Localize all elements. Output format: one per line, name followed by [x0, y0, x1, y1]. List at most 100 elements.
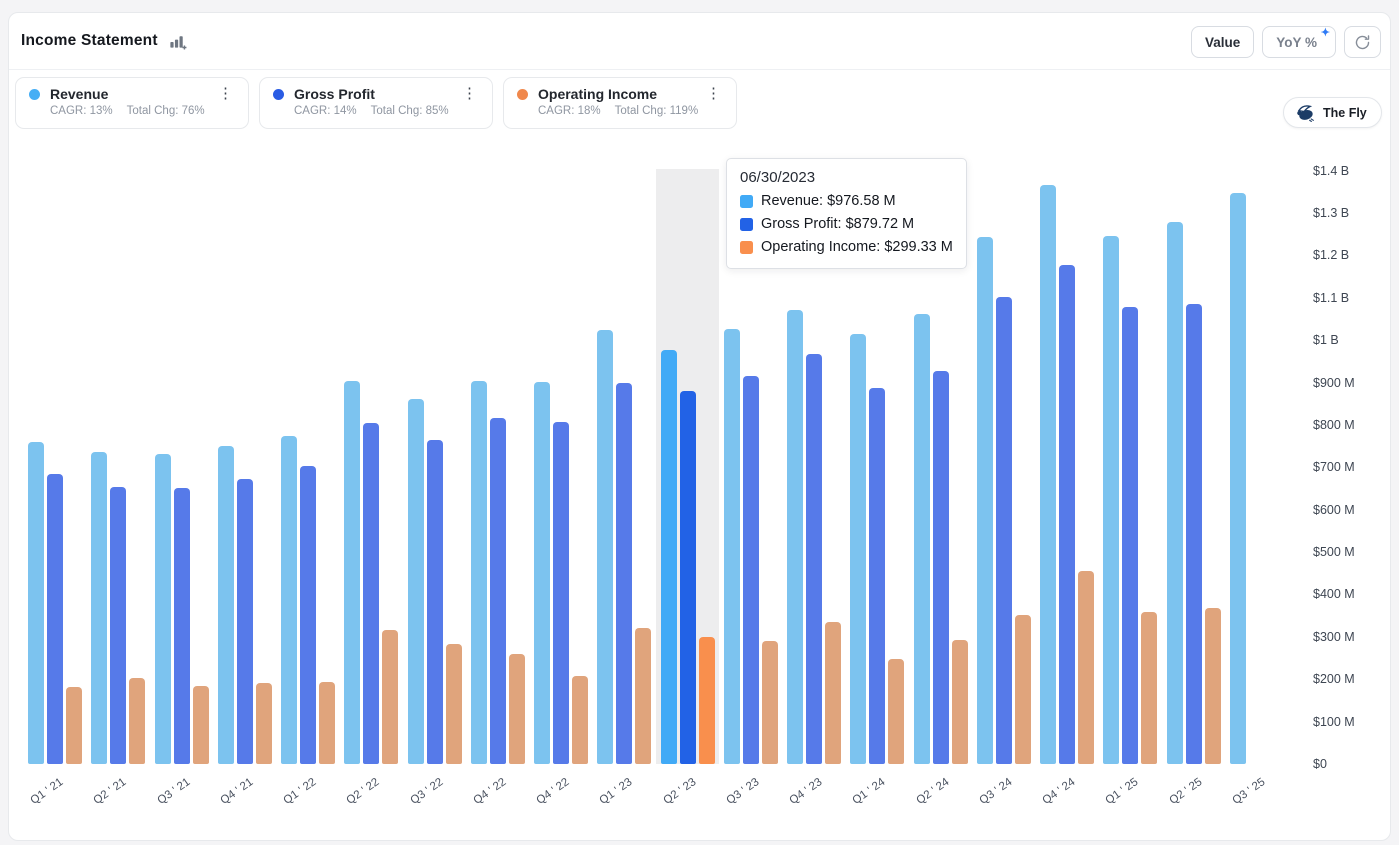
x-axis-label: Q3 ' 21 — [154, 776, 192, 807]
refresh-icon — [1355, 34, 1370, 49]
bar-gross-profit-Q321[interactable] — [173, 488, 190, 764]
bar-operating-income-Q221[interactable] — [129, 678, 146, 764]
tooltip-row-label: Operating Income: $299.33 M — [761, 239, 953, 255]
total-chg-stat: Total Chg: 85% — [370, 105, 449, 117]
bar-operating-income-Q121[interactable] — [66, 687, 82, 764]
bar-revenue-Q324[interactable] — [976, 237, 993, 764]
bar-revenue-Q222[interactable] — [344, 381, 361, 764]
bar-operating-income-Q124[interactable] — [888, 659, 905, 764]
y-axis-label: $400 M — [1313, 587, 1355, 602]
bar-gross-profit-Q324[interactable] — [995, 297, 1012, 764]
bar-revenue-Q124[interactable] — [850, 334, 867, 764]
x-axis-label: Q2 ' 25 — [1166, 776, 1204, 807]
value-toggle-button[interactable]: Value — [1190, 26, 1255, 58]
bar-gross-profit-Q222[interactable] — [363, 423, 380, 764]
legend-card-operating-income: Operating Income ⋮ CAGR: 18% Total Chg: … — [503, 77, 737, 129]
x-axis-label: Q1 ' 23 — [597, 776, 635, 807]
bar-operating-income-Q421[interactable] — [255, 683, 272, 764]
tooltip-date: 06/30/2023 — [740, 169, 816, 186]
y-axis-label: $1.2 B — [1313, 248, 1350, 263]
bar-gross-profit-Q225[interactable] — [1185, 304, 1202, 764]
fly-badge-label: The Fly — [1323, 105, 1367, 120]
bar-revenue-Q423[interactable] — [787, 310, 803, 764]
bar-revenue-Q422[interactable] — [470, 381, 487, 764]
y-axis-label: $900 M — [1313, 375, 1355, 390]
bar-operating-income-Q324[interactable] — [1014, 615, 1031, 764]
bar-revenue-Q421[interactable] — [217, 446, 234, 764]
bar-operating-income-Q223[interactable] — [698, 637, 715, 764]
bar-gross-profit-Q125[interactable] — [1122, 307, 1139, 764]
bar-gross-profit-Q221[interactable] — [110, 487, 127, 764]
bar-gross-profit-Q421[interactable] — [236, 479, 253, 764]
chart-tooltip: 06/30/2023 Revenue: $976.58 M Gross Prof… — [726, 158, 967, 269]
y-axis-label: $1 B — [1313, 333, 1339, 348]
refresh-button[interactable] — [1344, 26, 1381, 58]
bar-revenue-Q323[interactable] — [723, 329, 740, 764]
bar-revenue-Q123[interactable] — [597, 330, 614, 764]
bar-revenue-Q224[interactable] — [913, 314, 930, 764]
yoy-toggle-button[interactable]: YoY % ✦ — [1262, 26, 1336, 58]
bar-gross-profit-Q322[interactable] — [426, 440, 443, 764]
kebab-menu-icon[interactable]: ⋮ — [706, 85, 721, 102]
bar-gross-profit-Q224[interactable] — [932, 371, 949, 764]
bar-revenue-Q121[interactable] — [28, 442, 44, 764]
x-axis-label: Q3 ' 22 — [407, 776, 445, 807]
bar-operating-income-Q224[interactable] — [951, 640, 968, 764]
sparkle-icon: ✦ — [1320, 27, 1330, 39]
bar-operating-income-Q323[interactable] — [761, 641, 778, 764]
page-title: Income Statement — [21, 32, 158, 49]
bar-revenue-Q325[interactable] — [1229, 193, 1246, 764]
y-axis-label: $800 M — [1313, 417, 1355, 432]
bar-revenue-Q321[interactable] — [154, 454, 171, 764]
x-axis-label: Q4 ' 23 — [787, 776, 825, 807]
bar-gross-profit-Q422[interactable] — [553, 422, 569, 764]
bar-operating-income-Q321[interactable] — [192, 686, 209, 764]
bar-operating-income-Q424[interactable] — [1078, 571, 1094, 764]
bar-gross-profit-Q121[interactable] — [47, 474, 63, 764]
bar-revenue-Q125[interactable] — [1103, 236, 1120, 764]
bar-operating-income-Q125[interactable] — [1141, 612, 1158, 764]
header-actions: Value YoY % ✦ — [1190, 26, 1381, 58]
bar-operating-income-Q322[interactable] — [445, 644, 462, 764]
tooltip-row-operating-income: Operating Income: $299.33 M — [740, 239, 953, 255]
x-axis-label: Q4 ' 24 — [1040, 776, 1078, 807]
bar-revenue-Q424[interactable] — [1040, 185, 1056, 764]
bar-revenue-Q422[interactable] — [534, 382, 550, 764]
bar-revenue-Q322[interactable] — [407, 399, 424, 764]
income-statement-card: Income Statement Value YoY % ✦ Revenue ⋮ — [8, 12, 1391, 841]
bar-operating-income-Q222[interactable] — [382, 630, 399, 764]
bar-operating-income-Q122[interactable] — [319, 682, 335, 764]
x-axis-label: Q2 ' 21 — [91, 776, 129, 807]
kebab-menu-icon[interactable]: ⋮ — [462, 85, 477, 102]
bar-gross-profit-Q424[interactable] — [1059, 265, 1075, 764]
yoy-label: YoY % — [1276, 34, 1317, 50]
bar-operating-income-Q422[interactable] — [508, 654, 525, 764]
y-axis-label: $1.1 B — [1313, 290, 1350, 305]
series-name: Operating Income — [538, 86, 658, 102]
series-name: Revenue — [50, 86, 109, 102]
bar-gross-profit-Q422[interactable] — [489, 418, 506, 764]
x-axis-label: Q3 ' 25 — [1230, 776, 1268, 807]
bar-gross-profit-Q423[interactable] — [806, 354, 822, 764]
y-axis-label: $600 M — [1313, 502, 1355, 517]
bar-revenue-Q225[interactable] — [1166, 222, 1183, 764]
bar-gross-profit-Q223[interactable] — [679, 391, 696, 764]
bar-revenue-Q221[interactable] — [91, 452, 108, 764]
fly-badge[interactable]: The Fly — [1283, 97, 1382, 128]
bar-revenue-Q223[interactable] — [660, 350, 677, 764]
revenue-swatch-icon — [740, 194, 753, 208]
bar-gross-profit-Q323[interactable] — [742, 376, 759, 764]
bar-operating-income-Q422[interactable] — [572, 676, 588, 764]
bar-gross-profit-Q123[interactable] — [616, 383, 633, 764]
bar-gross-profit-Q124[interactable] — [869, 388, 886, 764]
bar-revenue-Q122[interactable] — [281, 436, 297, 764]
x-axis-label: Q1 ' 24 — [850, 776, 888, 807]
bar-operating-income-Q123[interactable] — [635, 628, 652, 764]
revenue-dot-icon — [29, 88, 40, 100]
x-axis-label: Q4 ' 21 — [218, 776, 256, 807]
bar-operating-income-Q423[interactable] — [825, 622, 841, 764]
bar-operating-income-Q225[interactable] — [1204, 608, 1221, 764]
bar-gross-profit-Q122[interactable] — [300, 466, 316, 764]
kebab-menu-icon[interactable]: ⋮ — [218, 85, 233, 102]
legend-card-revenue: Revenue ⋮ CAGR: 13% Total Chg: 76% — [15, 77, 249, 129]
